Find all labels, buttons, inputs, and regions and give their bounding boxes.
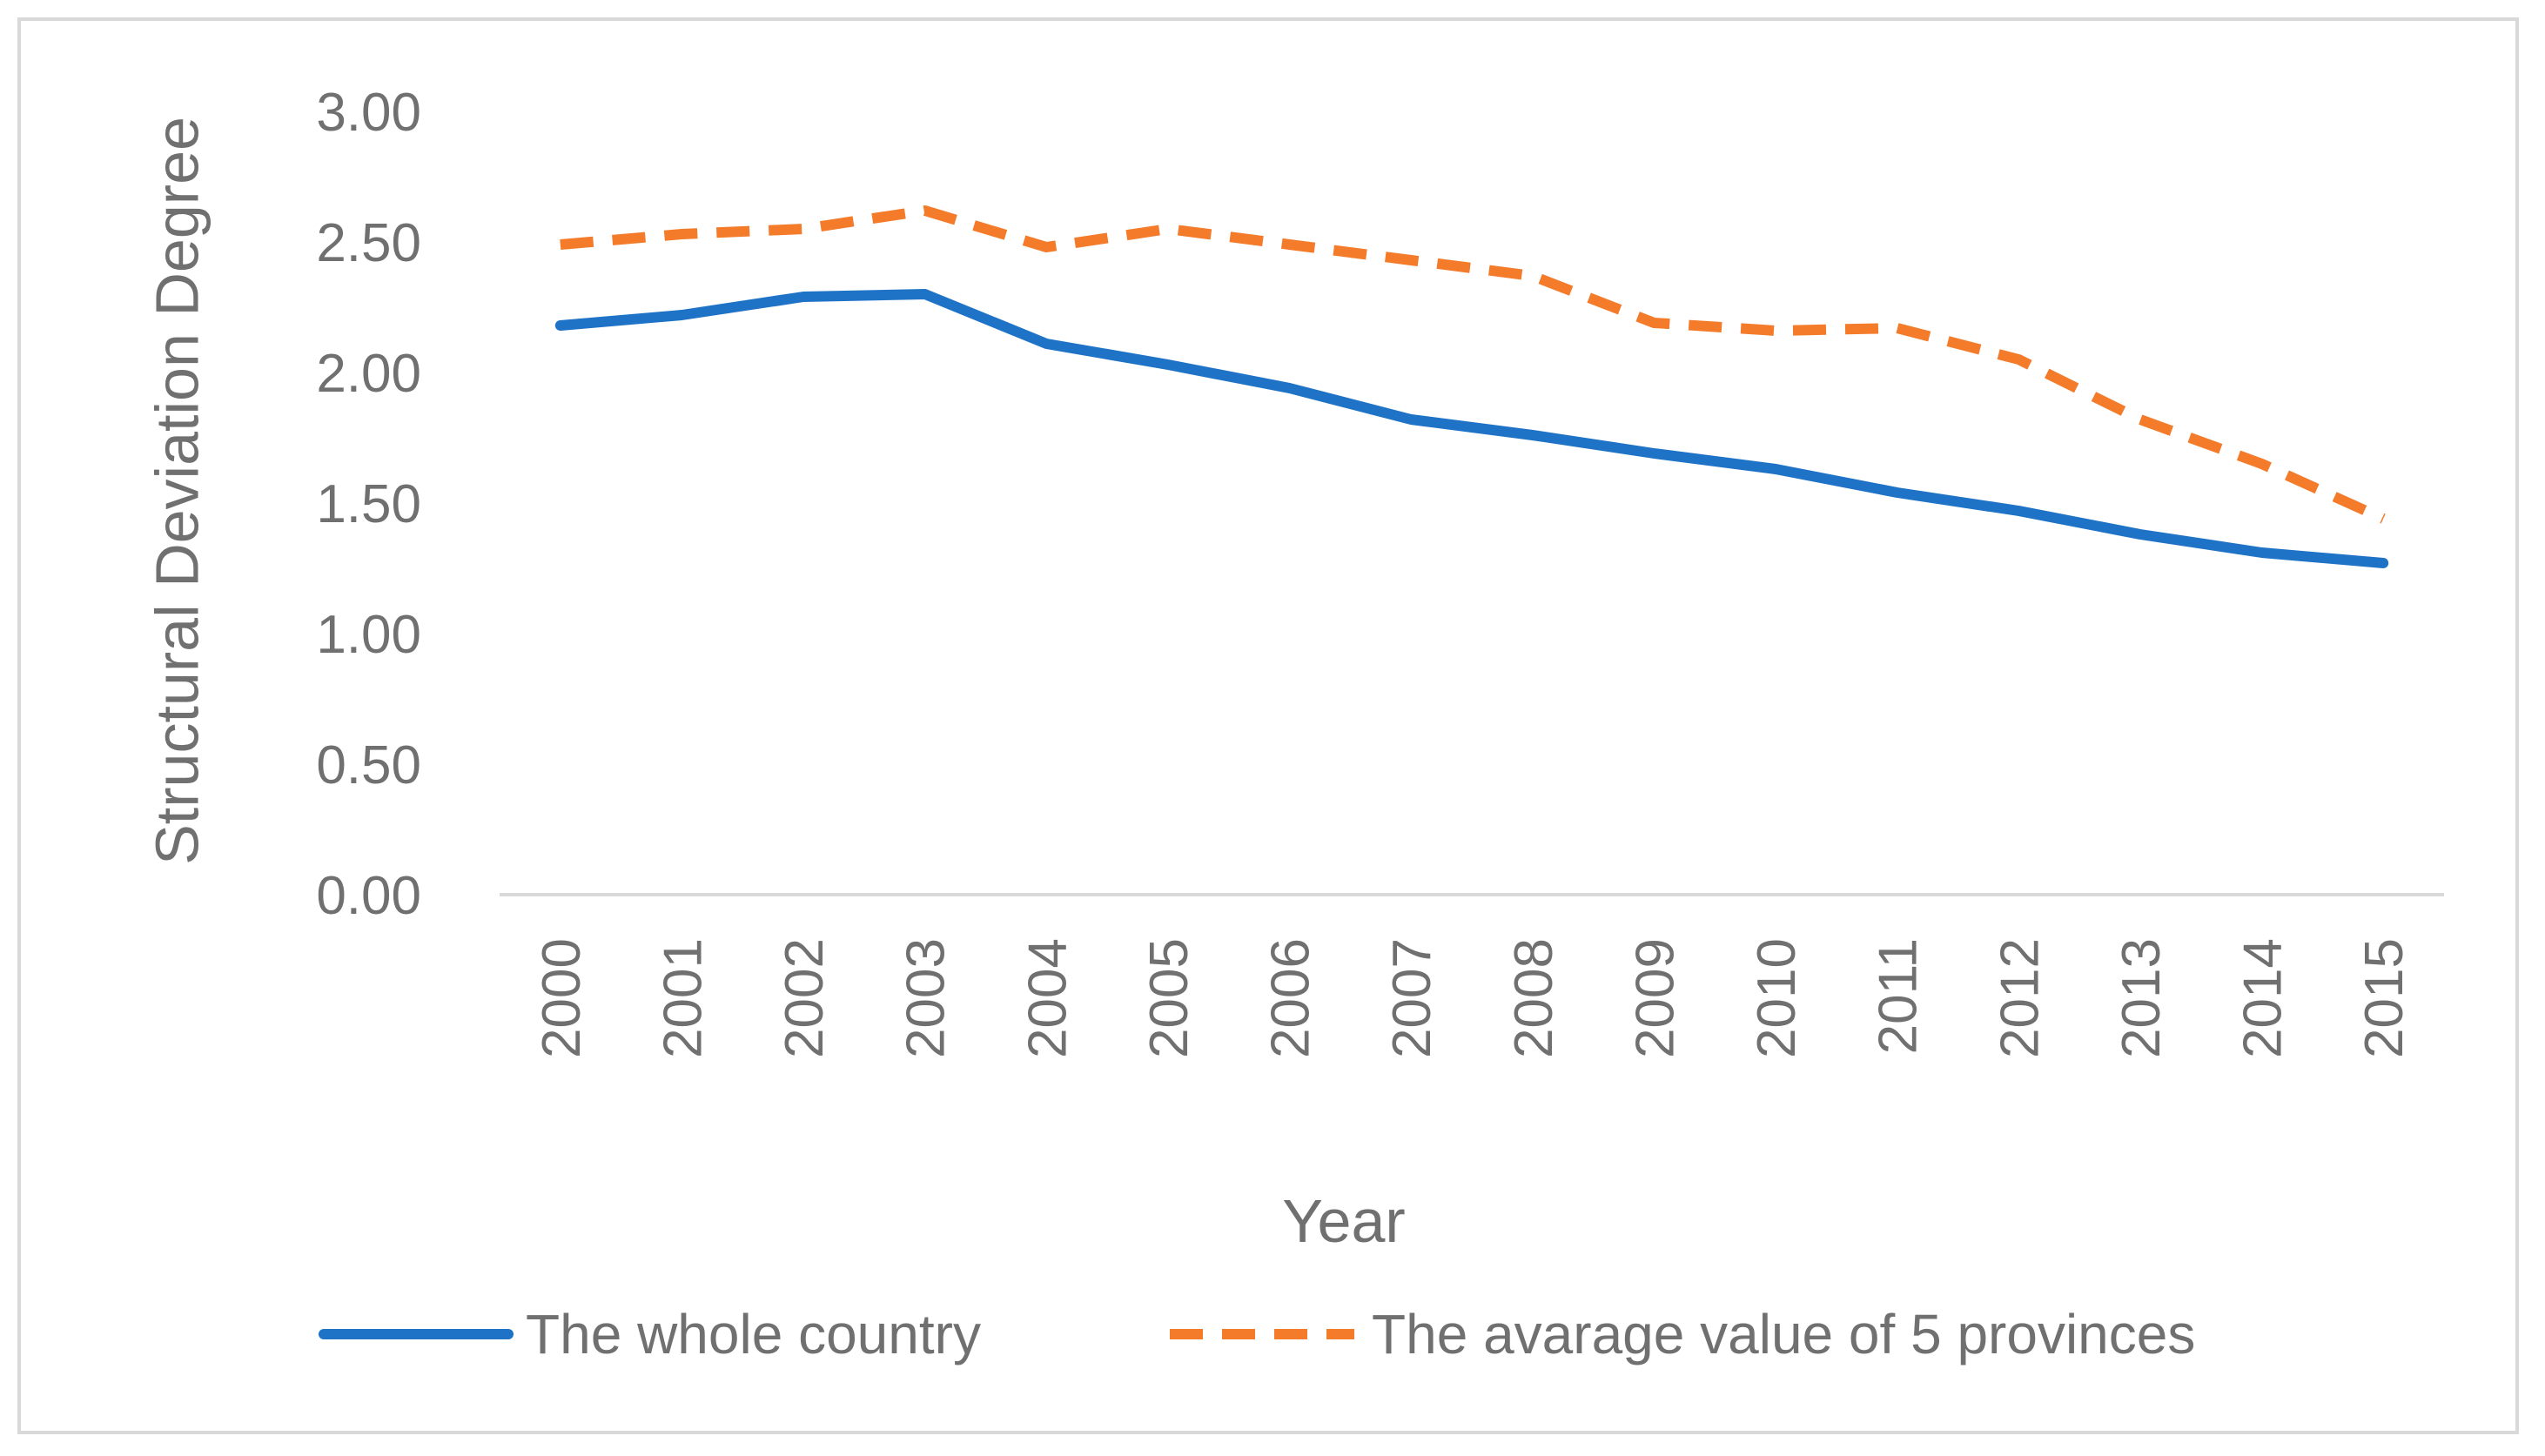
x-tick-label: 2015 bbox=[2354, 938, 2414, 1058]
x-tick-label: 2007 bbox=[1382, 938, 1442, 1058]
x-tick-label: 2011 bbox=[1869, 938, 1929, 1054]
line-chart: 0.000.501.001.502.002.503.00 2000 2001 200… bbox=[143, 83, 2444, 1365]
legend-label-2: The avarage value of 5 provinces bbox=[1372, 1303, 2195, 1365]
x-tick-label: 2001 bbox=[653, 938, 713, 1058]
y-tick-label: 0.00 bbox=[316, 866, 421, 926]
x-tick-label: 2014 bbox=[2233, 938, 2293, 1058]
series-line-1 bbox=[554, 289, 2389, 568]
x-tick-label: 2005 bbox=[1139, 938, 1199, 1058]
x-tick-label: 2002 bbox=[775, 938, 835, 1058]
legend: The whole country The avarage value of 5 … bbox=[319, 1303, 2195, 1365]
y-tick-label: 0.50 bbox=[316, 735, 421, 795]
y-axis-ticks: 0.00 0.50 1.00 1.50 2.00 2.50 3.00 bbox=[316, 83, 421, 926]
y-tick-label: 2.00 bbox=[316, 344, 421, 404]
x-tick-label: 2010 bbox=[1747, 938, 1807, 1058]
x-tick-label: 2008 bbox=[1504, 938, 1564, 1058]
x-tick-label: 2009 bbox=[1625, 938, 1685, 1058]
x-tick-label: 2003 bbox=[896, 938, 957, 1058]
y-tick-label: 3.00 bbox=[316, 83, 421, 143]
x-tick-label: 2004 bbox=[1017, 938, 1078, 1058]
y-tick-label: 1.50 bbox=[316, 474, 421, 534]
x-axis-ticks: 2000 2001 2002 2003 2004 2005 2006 2007 2008 2009… bbox=[532, 938, 2414, 1058]
series-line-2 bbox=[560, 205, 2386, 524]
x-tick-label: 2013 bbox=[2112, 938, 2172, 1058]
series-lines bbox=[554, 205, 2389, 568]
legend-label-1: The whole country bbox=[526, 1303, 981, 1365]
x-tick-label: 2012 bbox=[1990, 938, 2050, 1058]
chart-frame: 0.00 0.50 1.00 1.50 2.00 2.50 3.00 2000 2001 200… bbox=[17, 17, 2519, 1434]
y-tick-label: 2.50 bbox=[316, 213, 421, 273]
y-axis-title: Structural Deviation Degree bbox=[143, 117, 211, 865]
x-axis-title: Year bbox=[1282, 1187, 1405, 1255]
y-tick-label: 1.00 bbox=[316, 605, 421, 665]
x-tick-label: 2000 bbox=[532, 938, 592, 1058]
x-tick-label: 2006 bbox=[1261, 938, 1321, 1058]
